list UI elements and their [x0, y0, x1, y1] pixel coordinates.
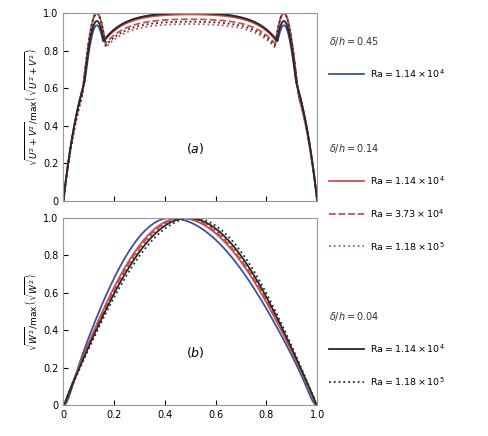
Text: Ra$=1.14\times10^4$: Ra$=1.14\times10^4$ — [370, 68, 445, 80]
Y-axis label: $\sqrt{U^2+V^2}/\max\left\{\sqrt{U^2+V^2}\right\}$: $\sqrt{U^2+V^2}/\max\left\{\sqrt{U^2+V^2… — [24, 48, 41, 166]
Text: $\delta/h = 0.04$: $\delta/h = 0.04$ — [329, 310, 380, 323]
Text: Ra$=1.18\times10^5$: Ra$=1.18\times10^5$ — [370, 375, 445, 388]
Text: $(a)$: $(a)$ — [186, 140, 204, 156]
Text: Ra$=1.14\times10^4$: Ra$=1.14\times10^4$ — [370, 175, 445, 187]
Text: Ra$=1.14\times10^4$: Ra$=1.14\times10^4$ — [370, 343, 445, 355]
Y-axis label: $\sqrt{W^2}/\max\left\{\sqrt{W^2}\right\}$: $\sqrt{W^2}/\max\left\{\sqrt{W^2}\right\… — [24, 272, 41, 351]
Text: $\delta/h = 0.14$: $\delta/h = 0.14$ — [329, 142, 380, 155]
Text: Ra$=1.18\times10^5$: Ra$=1.18\times10^5$ — [370, 240, 445, 252]
Text: Ra$=3.73\times10^4$: Ra$=3.73\times10^4$ — [370, 208, 444, 220]
Text: $(b)$: $(b)$ — [186, 345, 204, 361]
Text: $\delta/h = 0.45$: $\delta/h = 0.45$ — [329, 35, 380, 48]
